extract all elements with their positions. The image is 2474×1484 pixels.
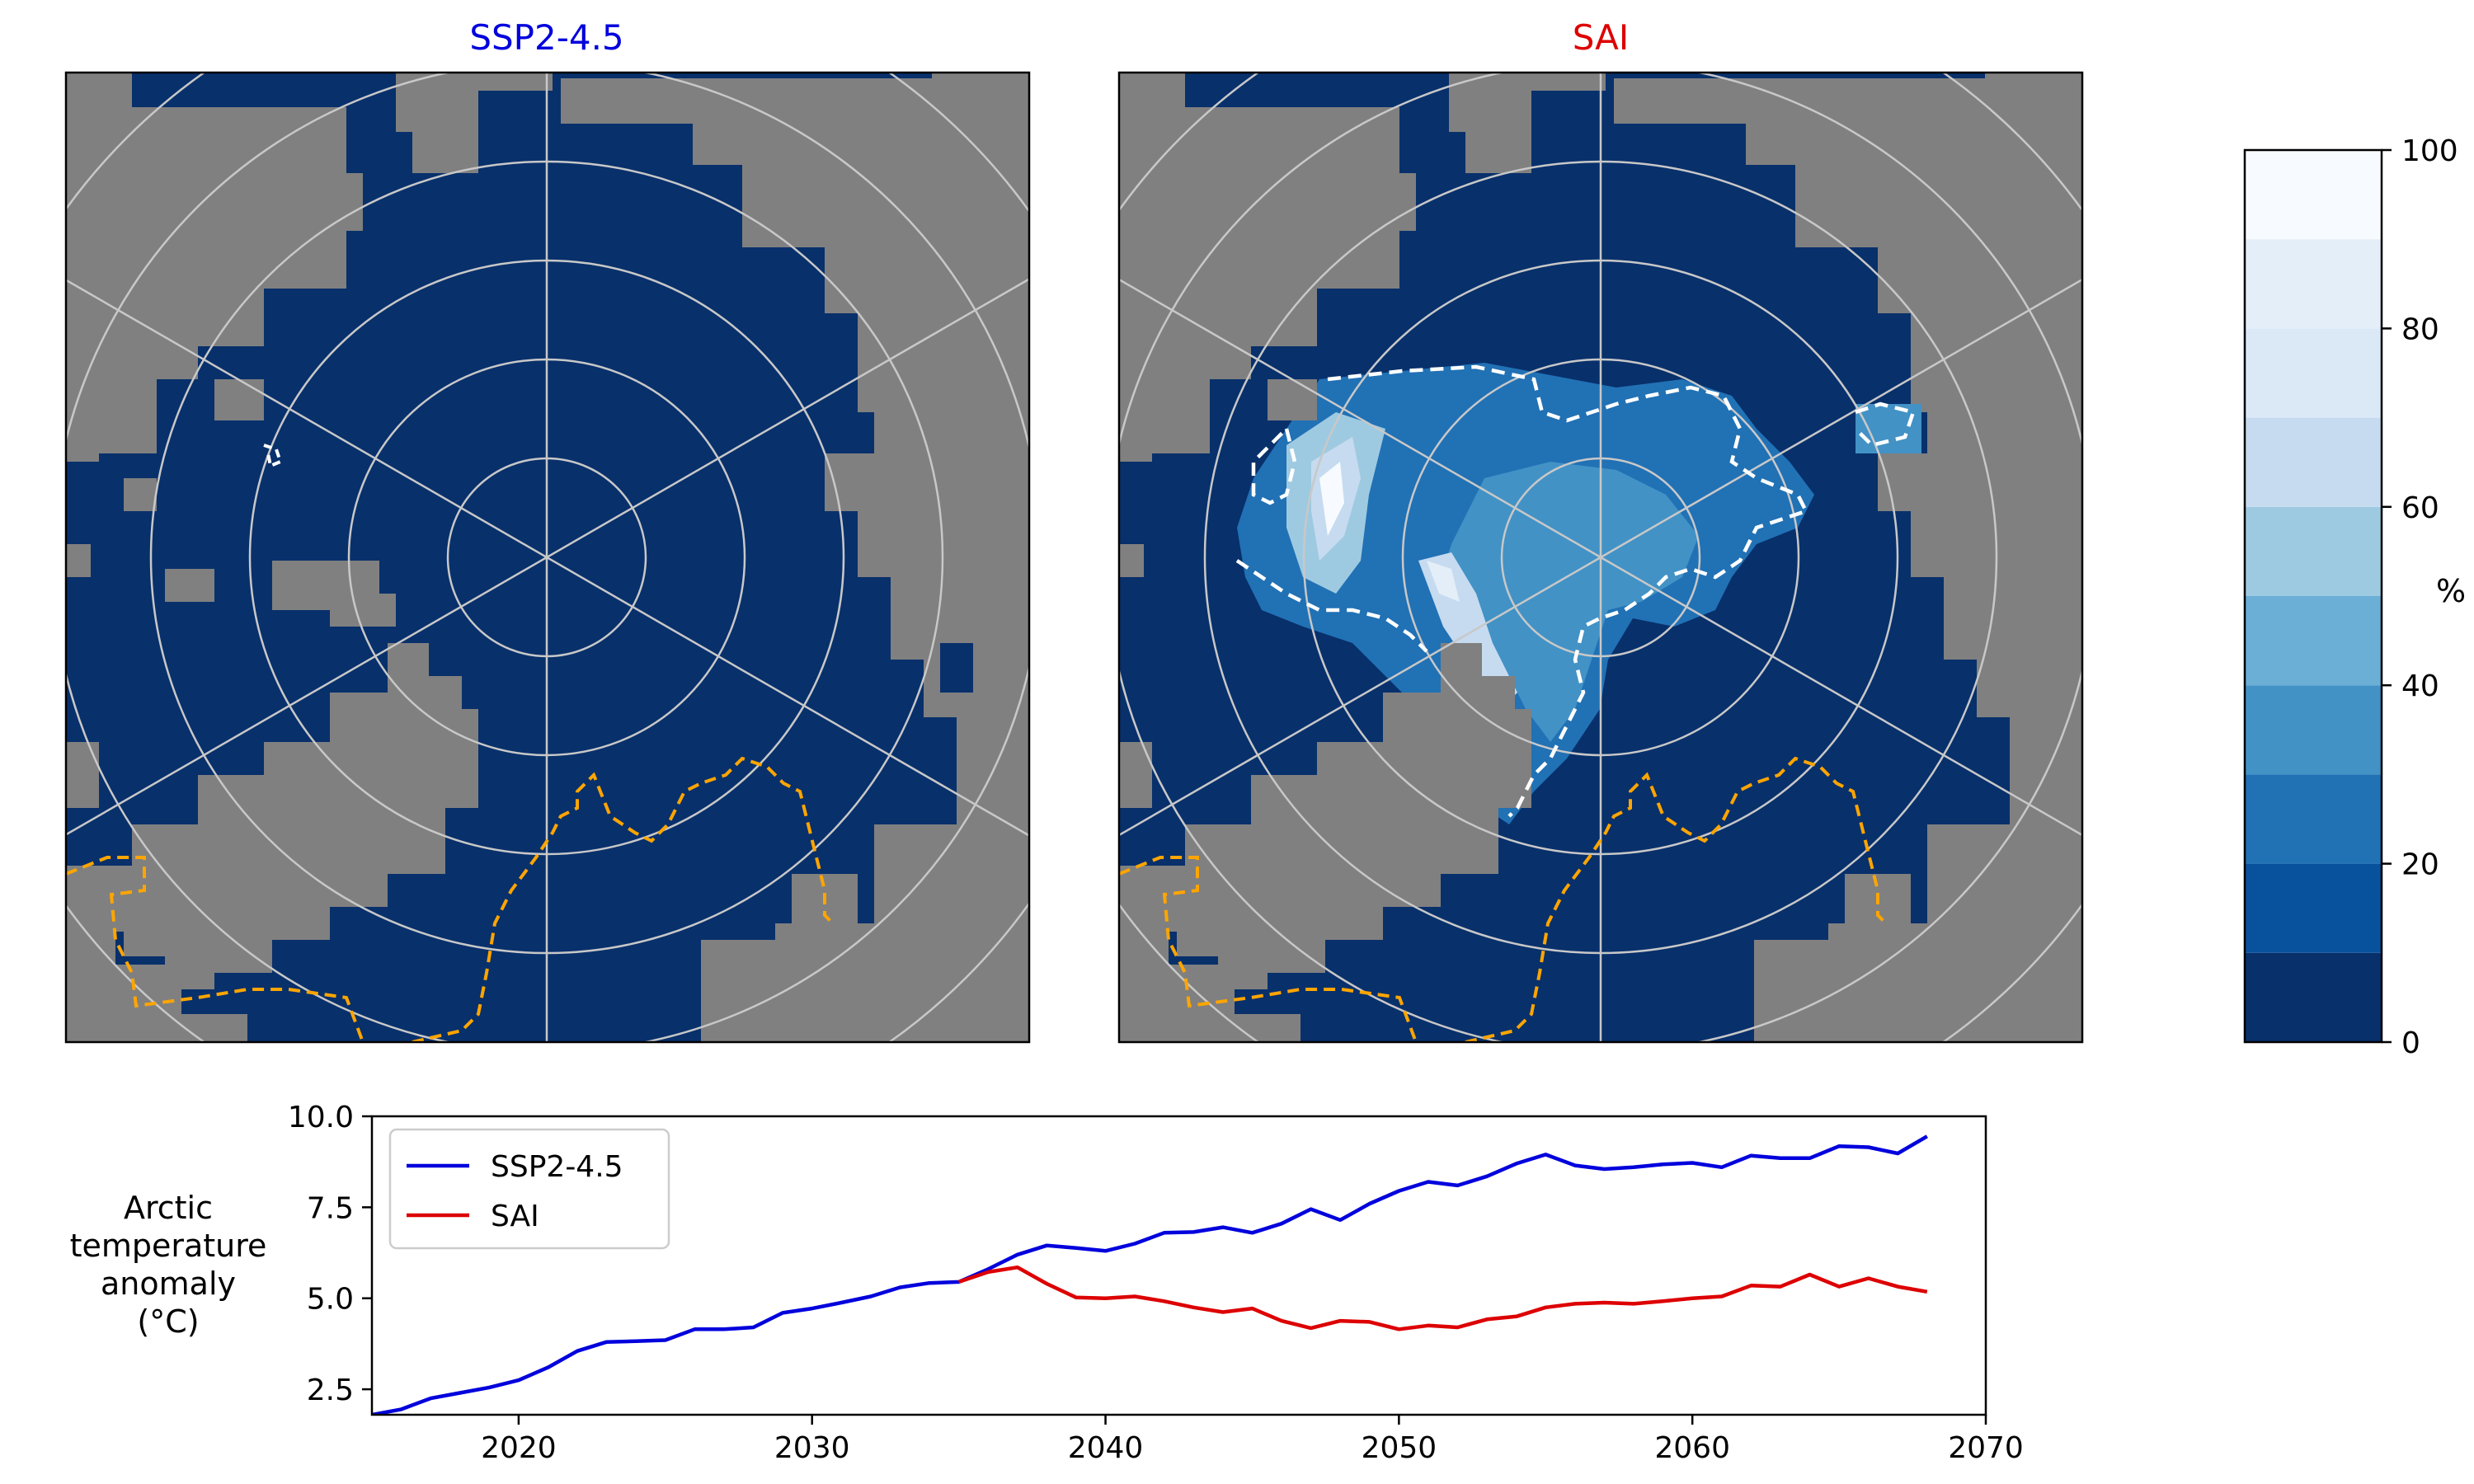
map-ssp-contour [66,756,835,1042]
series-line-sai [957,1265,1928,1331]
series-group [372,1134,1928,1415]
map-sai-ice-east [1856,404,1921,453]
map-sai [1119,73,2082,1042]
timeseries-chart: 2020 2030 2040 2050 2060 2070 2.5 5.0 7.5 10.0 Arc… [70,1101,2024,1465]
x-tick-label: 2030 [774,1431,850,1465]
map-ssp-cell [82,676,132,726]
map-title-sai: SAI [1573,17,1630,58]
map-ssp-land-greenland [66,643,478,989]
map-sai-cell [1119,462,1193,544]
map-sai-cell [1169,643,1202,693]
y-tick-label: 10.0 [288,1101,354,1134]
map-sai-land-island [1754,940,1853,1042]
colorbar-band [2245,239,2382,329]
colorbar-band [2245,328,2382,418]
legend-label: SSP2-4.5 [491,1150,623,1184]
colorbar-band [2245,417,2382,507]
legend-label: SAI [491,1200,539,1233]
map-ssp-cell [940,643,973,693]
map-sai-contour [1235,364,1916,818]
map-sai-land-island [1268,379,1317,420]
legend-box [388,1128,670,1250]
map-ssp-land-island [330,594,396,627]
y-axis-label: Arctic temperature anomaly (°C) [70,1190,267,1340]
x-tick-label: 2070 [1948,1431,2024,1465]
colorbar-band [2245,863,2382,953]
colorbar-band [2245,150,2382,240]
map-sai-ice-mid [1435,462,1699,742]
y-axis-label-line: Arctic [124,1190,213,1226]
map-ssp-cell [66,577,124,676]
y-tick-label: 7.5 [307,1191,354,1225]
map-ssp-contour-small [263,444,283,468]
map-sai-cell [1119,577,1177,676]
colorbar-band [2245,774,2382,864]
map-ssp-land-island [165,569,214,602]
colorbar-frame [2243,148,2383,1044]
y-axis-label-line: anomaly [101,1266,236,1302]
x-tick-label: 2050 [1362,1431,1437,1465]
map-sai-land-greenland [1119,643,1531,989]
colorbar-unit-label: % [2436,573,2466,609]
y-axis-label-line: temperature [70,1228,267,1264]
colorbar-band [2245,506,2382,596]
y-tick-label: 2.5 [307,1374,354,1407]
map-sai-frame [1117,71,2084,1044]
map-sai-grid [1119,73,2082,1042]
colorbar-band [2245,596,2382,686]
map-ssp [66,73,1029,1042]
y-axis-label-line: (°C) [137,1303,199,1340]
map-sai-contour-orange [1119,756,1888,1042]
x-tick-label: 2020 [481,1431,557,1465]
map-ssp-land-island [214,379,264,420]
colorbar-tick-label: 0 [2401,1026,2420,1060]
map-title-ssp: SSP2-4.5 [469,17,623,58]
y-tick-label: 5.0 [307,1283,354,1317]
map-sai-ice-white [1427,561,1460,602]
colorbar-tick-label: 100 [2401,134,2458,168]
x-tick-label: 2060 [1654,1431,1730,1465]
colorbar-tick-label: 40 [2401,669,2439,703]
colorbar: 0 20 40 60 80 100 [2243,134,2458,1060]
map-sai-ice-white2 [1319,462,1344,536]
map-ssp-land-island [124,478,157,511]
colorbar-tick-label: 60 [2401,491,2439,525]
colorbar-tick-label: 80 [2401,312,2439,346]
map-ssp-grid [66,73,1029,1042]
series-line-ssp [372,1134,1928,1415]
plot-frame [370,1115,1987,1416]
colorbar-band [2245,685,2382,775]
map-ssp-frame [64,71,1031,1044]
colorbar-tick-label: 20 [2401,848,2439,882]
colorbar-band [2245,952,2382,1042]
x-tick-label: 2040 [1068,1431,1144,1465]
